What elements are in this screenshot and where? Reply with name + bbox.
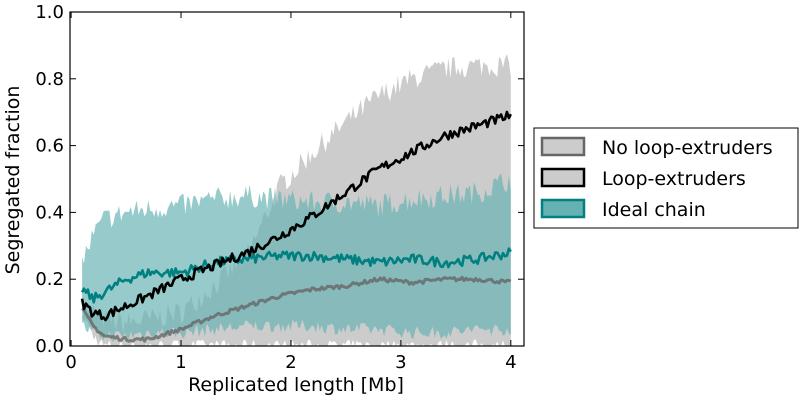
legend: No loop-extruders Loop-extruders Ideal c… [533,127,799,229]
line-loop-extruders [80,110,512,322]
x-tick-label: 4 [505,352,516,373]
y-tick-label: 0.0 [35,336,64,357]
y-axis-ticks: 0.0 0.2 0.4 0.6 0.8 1.0 [35,2,524,357]
mean-lines [80,110,512,343]
y-tick-label: 0.4 [35,202,64,223]
legend-label-ideal-chain: Ideal chain [602,199,706,221]
x-tick-label: 1 [175,352,186,373]
x-axis-label: Replicated length [Mb] [188,374,404,396]
legend-swatch-loop-extruders [540,167,586,188]
y-tick-label: 0.8 [35,69,64,90]
x-axis-ticks: 0 1 2 3 4 [65,12,517,373]
y-axis-label: Segregated fraction [2,86,24,275]
y-tick-label: 0.6 [35,136,64,157]
legend-swatch-no-loop-extruders [540,136,586,157]
y-tick-label: 1.0 [35,2,64,23]
x-tick-label: 2 [285,352,296,373]
line-no-loop-extruders [81,275,512,343]
plot-frame [69,11,525,347]
legend-label-loop-extruders: Loop-extruders [602,168,746,190]
y-tick-label: 0.2 [35,269,64,290]
legend-label-no-loop-extruders: No loop-extruders [602,137,773,159]
x-tick-label: 3 [395,352,406,373]
x-tick-label: 0 [65,352,76,373]
line-ideal-chain [80,247,512,304]
confidence-bands [82,53,511,347]
legend-swatch-ideal-chain [540,198,586,219]
